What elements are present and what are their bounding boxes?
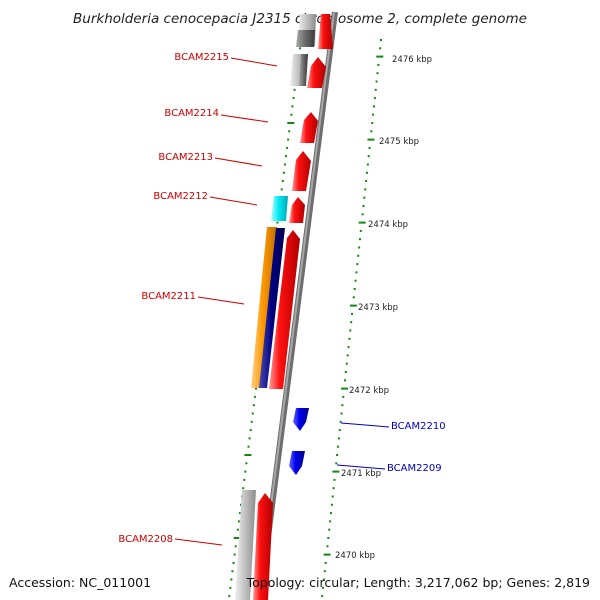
kbp-label-2471: 2471 kbp bbox=[341, 469, 381, 479]
navy-feature[interactable] bbox=[259, 228, 285, 388]
gene-arrow-bcam2212[interactable] bbox=[289, 197, 305, 223]
kbp-label-2474: 2474 kbp bbox=[368, 220, 408, 230]
gene-arrow-bcam2213[interactable] bbox=[292, 151, 311, 191]
other-features bbox=[235, 14, 316, 600]
gene-arrow-bcam2215[interactable] bbox=[307, 57, 326, 88]
cyan-feature[interactable] bbox=[271, 196, 288, 221]
dark-grey-feature[interactable] bbox=[299, 54, 308, 86]
gene-label-bcam2210[interactable]: BCAM2210 bbox=[391, 421, 446, 432]
accession-text: Accession: NC_011001 bbox=[9, 575, 152, 590]
gene-labels: BCAM2215 BCAM2214 BCAM2213 BCAM2212 BCAM… bbox=[118, 52, 446, 546]
dark-grey-feature[interactable] bbox=[296, 30, 315, 47]
gene-arrow-bcam2211[interactable] bbox=[269, 230, 300, 389]
gene-arrow-bcam2214[interactable] bbox=[300, 112, 318, 143]
outer-tick-row bbox=[321, 39, 384, 598]
kbp-label-2472: 2472 kbp bbox=[349, 386, 389, 396]
kbp-label-2475: 2475 kbp bbox=[379, 137, 419, 147]
kbp-label-2470: 2470 kbp bbox=[335, 551, 375, 561]
gene-label-bcam2215[interactable]: BCAM2215 bbox=[174, 52, 229, 63]
gene-label-bcam2214[interactable]: BCAM2214 bbox=[164, 108, 219, 119]
reverse-strand-genes bbox=[289, 408, 309, 475]
kbp-scale: 2476 kbp 2475 kbp 2474 kbp 2473 kbp 2472… bbox=[335, 55, 432, 561]
gene-arrow-bcam2210[interactable] bbox=[293, 408, 309, 431]
gene-arrow-bcam2209[interactable] bbox=[289, 451, 305, 475]
gene-label-bcam2212[interactable]: BCAM2212 bbox=[153, 191, 208, 202]
kbp-label-2476: 2476 kbp bbox=[392, 55, 432, 65]
orange-feature[interactable] bbox=[251, 227, 277, 388]
kbp-label-2473: 2473 kbp bbox=[358, 303, 398, 313]
gene-label-bcam2208[interactable]: BCAM2208 bbox=[118, 534, 173, 545]
gene-label-bcam2213[interactable]: BCAM2213 bbox=[158, 152, 213, 163]
gene-arrow[interactable] bbox=[318, 14, 333, 49]
gene-arrow-bcam2208[interactable] bbox=[253, 493, 273, 600]
topology-text: Topology: circular; Length: 3,217,062 bp… bbox=[246, 575, 590, 590]
forward-strand-genes bbox=[253, 14, 333, 600]
gene-label-bcam2209[interactable]: BCAM2209 bbox=[387, 463, 442, 474]
gene-label-bcam2211[interactable]: BCAM2211 bbox=[141, 291, 196, 302]
grey-feature[interactable] bbox=[235, 490, 256, 600]
